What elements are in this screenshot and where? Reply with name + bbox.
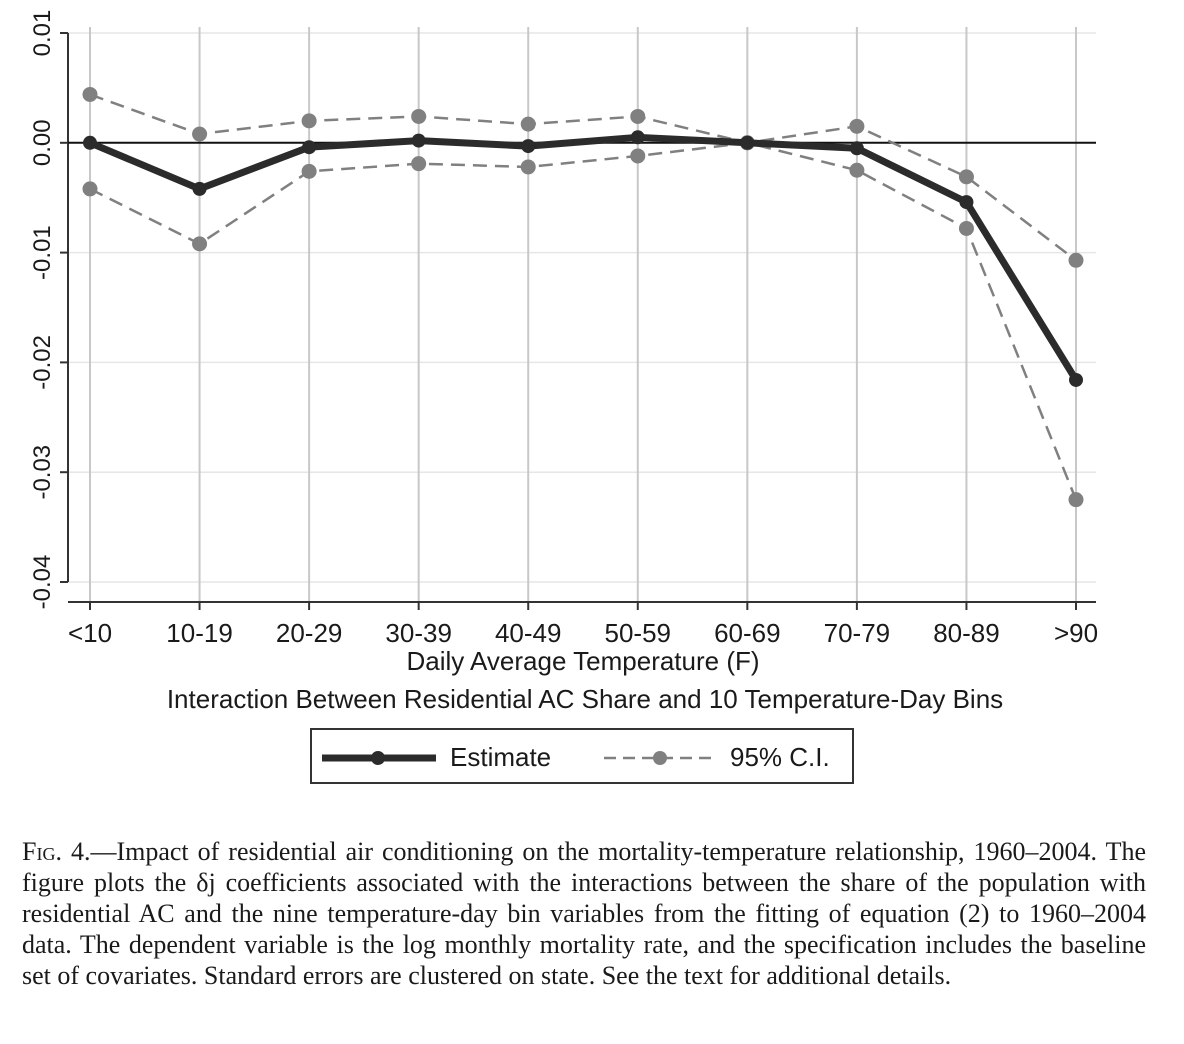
estimate-point <box>302 140 317 155</box>
y-tick-label: -0.02 <box>29 335 56 390</box>
x-tick-label: 80-89 <box>933 618 1000 648</box>
ci-point <box>301 163 317 179</box>
ci-point <box>82 86 98 102</box>
x-tick-label: 10-19 <box>166 618 233 648</box>
estimate-point <box>1069 372 1083 387</box>
estimate-line <box>88 133 1079 382</box>
estimate-point <box>83 135 97 150</box>
ci-point <box>1068 492 1084 508</box>
estimate-point <box>849 141 864 156</box>
ci-point <box>520 159 536 175</box>
ci-point <box>411 108 427 124</box>
x-tick-label: 50-59 <box>605 618 672 648</box>
x-axis-title: Daily Average Temperature (F) <box>406 646 759 676</box>
estimate-point <box>959 195 974 210</box>
ci-point <box>520 116 536 132</box>
ci-line <box>89 141 1078 501</box>
grid-lines <box>68 27 1096 602</box>
series-layer <box>82 86 1084 508</box>
ci-point <box>301 113 317 129</box>
estimate-point <box>521 139 536 154</box>
ci-point <box>1068 252 1084 268</box>
y-tick-label: 0.00 <box>29 119 56 166</box>
ci-point <box>630 108 646 124</box>
estimate-legend-marker <box>371 751 385 765</box>
x-tick-label: >90 <box>1054 618 1098 648</box>
ci-point <box>82 181 98 197</box>
ci-point <box>849 162 865 178</box>
x-tick-label: <10 <box>68 618 112 648</box>
figure-caption: Fig. 4.—Impact of residential air condit… <box>22 836 1146 991</box>
legend-swatches <box>322 751 714 765</box>
estimate-point <box>630 130 645 145</box>
ci-point <box>192 126 208 142</box>
y-tick-label: -0.03 <box>29 445 56 500</box>
caption-text: —Impact of residential air conditioning … <box>22 837 1146 990</box>
x-tick-label: 30-39 <box>385 618 452 648</box>
estimate-point <box>411 133 426 148</box>
x-tick-label: 40-49 <box>495 618 562 648</box>
chart-area: 0.01 0.00 -0.01 -0.02 -0.03 -0.04 <10 10-19 20-2… <box>29 10 1098 714</box>
ci-point <box>630 148 646 164</box>
ci-point <box>958 220 974 236</box>
ci-point <box>849 118 865 134</box>
legend-estimate-label: Estimate <box>450 742 552 772</box>
ci-point <box>411 156 427 172</box>
ci-legend-marker <box>653 751 667 765</box>
chart-subtitle: Interaction Between Residential AC Share… <box>167 684 1003 714</box>
caption-fig-label: Fig. 4. <box>22 837 91 866</box>
estimate-point <box>192 181 207 196</box>
legend-ci-label: 95% C.I. <box>730 742 830 772</box>
estimate-point <box>740 135 755 150</box>
ci-line <box>89 93 1077 262</box>
axis-labels: 0.01 0.00 -0.01 -0.02 -0.03 -0.04 <10 10-19 20-2… <box>29 10 1098 714</box>
x-tick-label: 20-29 <box>276 618 343 648</box>
ci-point <box>958 169 974 185</box>
ci-point <box>192 236 208 252</box>
x-tick-label: 60-69 <box>714 618 781 648</box>
y-tick-label: -0.01 <box>29 225 56 280</box>
x-tick-label: 70-79 <box>824 618 891 648</box>
legend: Estimate 95% C.I. <box>310 728 854 784</box>
y-tick-label: -0.04 <box>29 555 56 610</box>
axes <box>60 32 1096 610</box>
y-tick-label: 0.01 <box>29 10 56 57</box>
